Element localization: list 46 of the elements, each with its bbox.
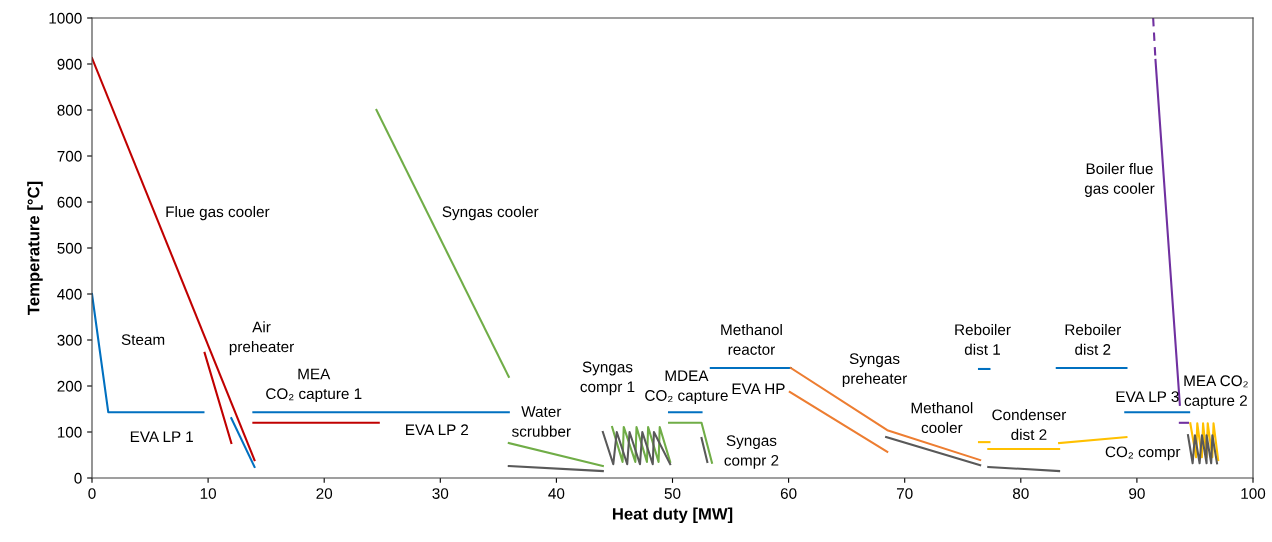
annotation: Air preheater [229, 321, 294, 356]
annotation: Reboiler dist 1 [955, 323, 1011, 355]
annotation: Condenser dist 2 [992, 409, 1067, 441]
annotation: MDEA CO₂ capture [645, 370, 728, 404]
annotation: MEA CO₂ capture 2 [1184, 375, 1248, 409]
y-tick-label: 500 [57, 242, 82, 254]
annotation: Methanol reactor [721, 323, 782, 355]
x-tick-label: 80 [1012, 488, 1029, 499]
y-tick-label: 200 [57, 380, 82, 392]
annotation: EVA LP 1 [130, 431, 193, 442]
x-tick-label: 10 [200, 488, 216, 499]
y-tick-label: 900 [57, 58, 82, 70]
annotation: Syngas preheater [842, 353, 907, 387]
x-tick-label: 30 [432, 488, 449, 499]
y-tick-label: 100 [57, 426, 82, 438]
annotation: Syngas compr 1 [580, 361, 635, 396]
y-tick-label: 800 [57, 104, 82, 116]
y-axis-title: Temperature [°C] [27, 181, 43, 315]
x-tick-label: 50 [664, 488, 681, 499]
annotation: CO₂ compr [1105, 446, 1181, 461]
x-tick-label: 90 [1129, 488, 1145, 499]
annotation: Water scrubber [512, 406, 571, 437]
annotation: Syngas compr 2 [724, 435, 779, 469]
x-tick-label: 20 [316, 488, 333, 499]
x-axis-title: Heat duty [MW] [612, 507, 733, 524]
annotation: Boiler flue gas cooler [1084, 162, 1155, 197]
annotation: Steam [121, 334, 165, 346]
annotation: Flue gas cooler [166, 205, 270, 221]
x-tick-label: 100 [1241, 488, 1266, 499]
annotation: EVA LP 3 [1116, 391, 1179, 403]
y-tick-label: 400 [57, 288, 82, 300]
annotation: Methanol cooler [911, 402, 973, 434]
annotation: EVA LP 2 [406, 424, 469, 436]
annotation: MEA CO₂ capture 1 [266, 368, 362, 403]
y-tick-label: 600 [57, 196, 82, 208]
x-tick-label: 70 [896, 488, 913, 499]
y-tick-label: 1000 [49, 12, 82, 24]
annotation: Syngas cooler [442, 205, 539, 221]
annotation: Reboiler dist 2 [1065, 323, 1121, 355]
y-tick-label: 700 [57, 150, 82, 162]
x-tick-label: 40 [548, 488, 565, 499]
annotation: EVA HP [732, 383, 785, 395]
y-tick-label: 300 [57, 334, 82, 346]
x-tick-label: 0 [88, 488, 96, 499]
x-tick-label: 60 [780, 488, 797, 499]
y-tick-label: 0 [74, 472, 82, 484]
